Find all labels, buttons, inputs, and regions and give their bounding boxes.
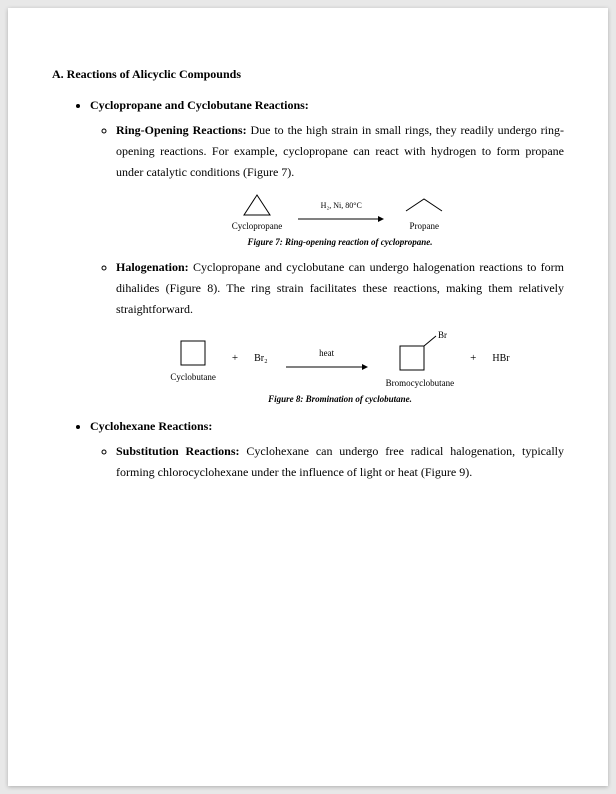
plus-sign-2: +	[470, 349, 476, 368]
fig7-arrow-label: H₂, Ni, 80°C	[321, 199, 362, 213]
sub-item-halogenation: Halogenation: Cyclopropane and cyclobuta…	[116, 257, 564, 408]
fig8-arrow-label: heat	[319, 346, 334, 362]
fig8-reactant: Cyclobutane	[170, 336, 216, 382]
square-icon	[176, 336, 210, 370]
fig7-product-label: Propane	[409, 222, 439, 231]
sub1-label: Ring-Opening Reactions:	[116, 123, 247, 137]
list-item-cyclohexane: Cyclohexane Reactions: Substitution Reac…	[90, 416, 564, 483]
fig8-arrow: heat	[284, 346, 370, 372]
sub-list-2: Substitution Reactions: Cyclohexane can …	[90, 441, 564, 483]
triangle-icon	[240, 191, 274, 219]
top-list: Cyclopropane and Cyclobutane Reactions: …	[52, 95, 564, 483]
fig7-product: Propane	[400, 191, 448, 231]
propane-icon	[400, 191, 448, 219]
arrow-icon	[284, 362, 370, 372]
hbr-label: HBr	[492, 350, 509, 368]
fig7-reactant: Cyclopropane	[232, 191, 282, 231]
figure-7-row: Cyclopropane H₂, Ni, 80°C	[232, 191, 448, 231]
figure-8-row: Cyclobutane + Br₂ heat	[170, 330, 509, 388]
br-atom-label: Br	[438, 330, 447, 340]
sub2-label: Halogenation:	[116, 260, 189, 274]
list-item-cyclo-small: Cyclopropane and Cyclobutane Reactions: …	[90, 95, 564, 408]
fig7-reactant-label: Cyclopropane	[232, 222, 282, 231]
item2-head: Cyclohexane Reactions:	[90, 419, 212, 433]
plus-sign-1: +	[232, 349, 238, 368]
arrow-icon	[296, 214, 386, 224]
sub-item-substitution: Substitution Reactions: Cyclohexane can …	[116, 441, 564, 483]
sub-item-ring-opening: Ring-Opening Reactions: Due to the high …	[116, 120, 564, 251]
fig8-caption: Figure 8: Bromination of cyclobutane.	[268, 392, 412, 408]
item2-sub1-label: Substitution Reactions:	[116, 444, 240, 458]
fig8-reactant-label: Cyclobutane	[170, 373, 216, 382]
fig8-product-label: Bromocyclobutane	[386, 379, 454, 388]
fig8-product: Br Bromocyclobutane	[386, 330, 454, 388]
fig7-caption: Figure 7: Ring-opening reaction of cyclo…	[248, 235, 433, 251]
sub-list-1: Ring-Opening Reactions: Due to the high …	[90, 120, 564, 408]
section-heading: A. Reactions of Alicyclic Compounds	[52, 64, 564, 85]
bromo-square-icon: Br	[394, 330, 446, 376]
item1-head: Cyclopropane and Cyclobutane Reactions:	[90, 98, 309, 112]
fig7-arrow: H₂, Ni, 80°C	[296, 199, 386, 224]
figure-7: Cyclopropane H₂, Ni, 80°C	[116, 191, 564, 251]
figure-8: Cyclobutane + Br₂ heat	[116, 330, 564, 408]
document-page: A. Reactions of Alicyclic Compounds Cycl…	[8, 8, 608, 786]
br2-label: Br₂	[254, 350, 268, 368]
